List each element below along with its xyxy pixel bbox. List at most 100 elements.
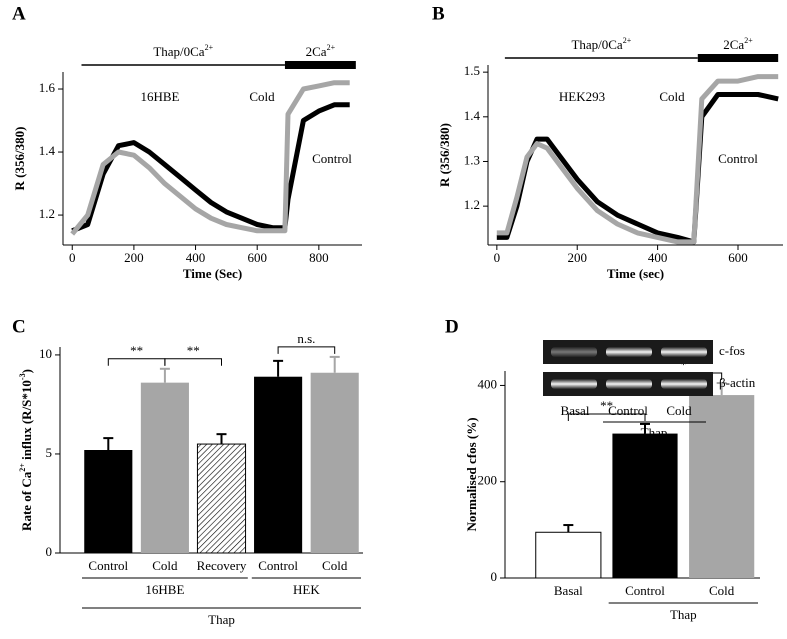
x-tick-label: 200 bbox=[567, 250, 587, 265]
y-tick-label: 1.4 bbox=[464, 108, 481, 123]
gel-band bbox=[661, 347, 707, 357]
gel-row-label: β-actin bbox=[719, 375, 756, 390]
protocol-label: Thap/0Ca2+ bbox=[571, 36, 631, 52]
x-tick-label: 600 bbox=[247, 250, 267, 265]
significance-bracket bbox=[107, 358, 166, 366]
y-tick-label: 1.6 bbox=[39, 80, 56, 95]
x-tick-label: Cold bbox=[709, 583, 735, 598]
gel-band bbox=[551, 379, 597, 389]
y-tick-label: 1.5 bbox=[464, 63, 480, 78]
x-tick-label: Cold bbox=[152, 558, 178, 573]
text-part: Rate of Ca bbox=[19, 471, 34, 531]
y-tick-label: 1.2 bbox=[464, 197, 480, 212]
y-tick-label: 0 bbox=[491, 569, 498, 584]
gel-lane-label: Control bbox=[608, 403, 648, 418]
significance-label: ** bbox=[600, 398, 613, 413]
gel-group-label: Thap bbox=[641, 425, 668, 440]
text-part: 2Ca bbox=[723, 37, 744, 52]
x-tick-label: Control bbox=[625, 583, 665, 598]
panel-letter: C bbox=[12, 316, 26, 337]
y-tick-label: 1.3 bbox=[464, 152, 480, 167]
y-axis-label: Rate of Ca2+ influx (R/S*10-3) bbox=[18, 369, 34, 531]
x-tick-label: 800 bbox=[309, 250, 329, 265]
panel-letter: B bbox=[432, 3, 445, 24]
y-tick-label: 5 bbox=[46, 445, 53, 460]
y-axis-label: Normalised cfos (%) bbox=[464, 417, 479, 531]
protocol-label: 2Ca2+ bbox=[306, 43, 336, 59]
x-tick-label: Control bbox=[258, 558, 298, 573]
text-part: Thap/0Ca bbox=[571, 37, 622, 52]
x-axis-label: Time (sec) bbox=[607, 266, 664, 281]
group-label: Thap bbox=[670, 607, 697, 622]
significance-label: ** bbox=[187, 343, 200, 358]
x-tick-label: 0 bbox=[69, 250, 76, 265]
significance-bracket bbox=[164, 358, 222, 366]
y-tick-label: 1.2 bbox=[39, 206, 55, 221]
x-axis-label: Time (Sec) bbox=[183, 266, 242, 281]
protocol-label: 2Ca2+ bbox=[723, 36, 753, 52]
x-tick-label: 200 bbox=[124, 250, 144, 265]
text-part: Thap/0Ca bbox=[153, 44, 204, 59]
superscript: 2+ bbox=[327, 43, 336, 52]
bar bbox=[140, 382, 189, 553]
y-tick-label: 0 bbox=[46, 544, 53, 559]
x-tick-label: Recovery bbox=[197, 558, 247, 573]
y-axis-label: R (356/380) bbox=[12, 127, 27, 191]
superscript: -3 bbox=[18, 373, 27, 380]
panel-letter: A bbox=[12, 3, 26, 24]
y-tick-label: 200 bbox=[478, 473, 498, 488]
cell-label: 16HBE bbox=[141, 89, 180, 104]
bar bbox=[689, 395, 755, 578]
y-axis-label: R (356/380) bbox=[437, 123, 452, 187]
series-label: Control bbox=[718, 151, 758, 166]
data-line bbox=[71, 102, 350, 234]
cell-label: HEK293 bbox=[559, 89, 605, 104]
superscript: 2+ bbox=[623, 36, 632, 45]
bar bbox=[254, 376, 303, 553]
text-part: 2Ca bbox=[306, 44, 327, 59]
significance-label: ** bbox=[130, 343, 143, 358]
bar bbox=[196, 443, 247, 554]
x-tick-label: Basal bbox=[554, 583, 583, 598]
series-label: Cold bbox=[249, 89, 275, 104]
group-label: 16HBE bbox=[145, 582, 184, 597]
x-tick-label: Cold bbox=[322, 558, 348, 573]
gel-band bbox=[606, 347, 652, 357]
significance-label: * bbox=[680, 357, 687, 372]
x-tick-label: 600 bbox=[728, 250, 748, 265]
gel-band bbox=[606, 379, 652, 389]
superscript: 2+ bbox=[18, 463, 27, 472]
data-line bbox=[496, 74, 779, 245]
group-label: HEK bbox=[293, 582, 320, 597]
y-tick-label: 400 bbox=[478, 376, 498, 391]
significance-bracket bbox=[277, 346, 336, 354]
bar bbox=[612, 433, 678, 578]
data-line bbox=[496, 92, 779, 245]
significance-label: n.s. bbox=[297, 331, 315, 346]
gel-row-label: c-fos bbox=[719, 343, 745, 358]
gel-lane-label: Basal bbox=[561, 403, 590, 418]
text-part: influx (R/S*10 bbox=[19, 380, 34, 463]
gel-lane-label: Cold bbox=[666, 403, 692, 418]
significance-bracket bbox=[567, 413, 646, 421]
data-line bbox=[70, 80, 350, 236]
bar bbox=[310, 372, 359, 553]
x-tick-label: 0 bbox=[494, 250, 501, 265]
series-label: Control bbox=[312, 151, 352, 166]
gel-band bbox=[551, 347, 597, 357]
x-tick-label: Control bbox=[88, 558, 128, 573]
gel-band bbox=[661, 379, 707, 389]
text-part: ) bbox=[19, 369, 34, 373]
protocol-label: Thap/0Ca2+ bbox=[153, 43, 213, 59]
bar bbox=[84, 450, 133, 553]
y-tick-label: 10 bbox=[39, 346, 52, 361]
superscript: 2+ bbox=[205, 43, 214, 52]
bar bbox=[535, 531, 602, 579]
x-tick-label: 400 bbox=[186, 250, 206, 265]
x-tick-label: 400 bbox=[648, 250, 668, 265]
superscript: 2+ bbox=[744, 36, 753, 45]
series-label: Cold bbox=[659, 89, 685, 104]
panel-letter: D bbox=[445, 316, 459, 337]
group-label: Thap bbox=[208, 612, 235, 627]
